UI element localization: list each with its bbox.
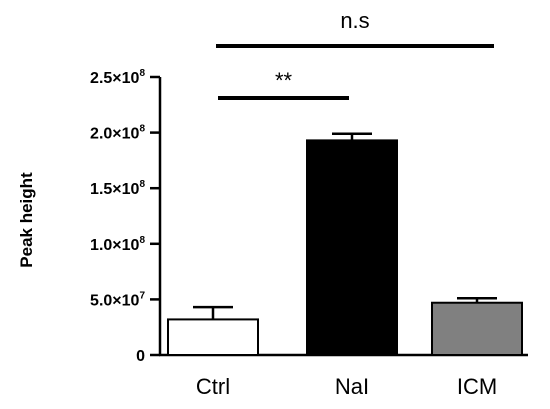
bar-nai [306,139,398,356]
y-tick-label: 2.0×108 [90,124,145,143]
y-axis-label: Peak height [17,172,36,268]
bar-icm [431,301,523,356]
significance-label: ** [275,68,293,93]
y-tick-label: 1.5×108 [90,179,145,198]
y-tick-label: 5.0×107 [90,290,145,309]
y-tick-label: 2.5×108 [90,68,145,87]
x-category-label: ICM [457,374,497,399]
axes: 0 5.0×107 1.0×108 1.5×108 2.0×108 2.5×108 Peak… [17,68,528,399]
bars [167,132,523,356]
bar-ctrl [167,318,259,356]
y-tick-label: 0 [136,348,145,365]
significance-label: n.s [340,8,369,33]
significance-annotations: ** n.s [216,8,494,100]
x-category-label: NaI [335,374,369,399]
x-category-label: Ctrl [196,374,230,399]
y-tick-label: 1.0×108 [90,235,145,254]
